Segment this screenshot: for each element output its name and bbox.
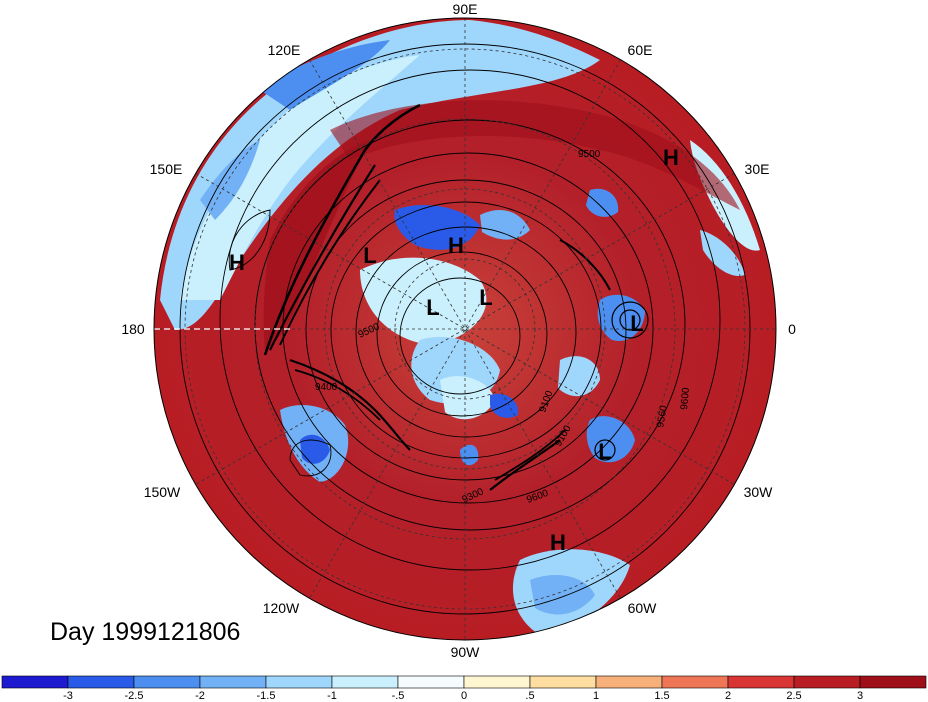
colorbar-tick-label: -.5: [392, 690, 405, 702]
colorbar-swatch: [793, 675, 861, 689]
high-marker: H: [550, 530, 566, 555]
contour-label: 9560: [655, 404, 670, 428]
colorbar-swatch: [133, 675, 201, 689]
pressure-markers: H L H L L L H L H L: [229, 145, 679, 555]
lon-label: 120W: [263, 600, 300, 616]
colorbar-swatch: [463, 675, 531, 689]
colorbar-swatch: [529, 675, 597, 689]
colorbar-swatch: [661, 675, 729, 689]
low-marker: L: [363, 243, 376, 268]
lon-label: 60E: [628, 42, 653, 58]
colorbar-swatch: [199, 675, 267, 689]
lon-label: 90E: [453, 1, 478, 17]
contour-label: 9400: [315, 382, 338, 393]
high-marker: H: [663, 145, 679, 170]
colorbar-swatch: [595, 675, 663, 689]
colorbar-tick-label: 0: [461, 690, 467, 702]
lon-label: 30E: [745, 161, 770, 177]
longitude-labels: 90E 60E 30E 0 30W 60W 90W 120W 150W 180 …: [121, 1, 796, 660]
height-contours: [179, 43, 751, 615]
lon-label: 30W: [744, 484, 774, 500]
colorbar-tick-label: 3: [857, 690, 863, 702]
lon-label: 120E: [268, 42, 301, 58]
low-marker: L: [426, 295, 439, 320]
lon-label: 60W: [628, 600, 658, 616]
high-marker: H: [448, 233, 464, 258]
contour-label: 9500: [578, 149, 601, 160]
colorbar-tick-label: -1: [327, 690, 337, 702]
colorbar-tick-label: -2.5: [125, 690, 144, 702]
colorbar-tick-label: 2.5: [786, 690, 801, 702]
lon-label: 150E: [150, 161, 183, 177]
low-marker: L: [598, 439, 611, 464]
high-marker: H: [229, 250, 245, 275]
colorbar-tick-label: 1: [593, 690, 599, 702]
colorbar-swatch: [331, 675, 399, 689]
low-marker: L: [479, 285, 492, 310]
lon-label: 0: [788, 321, 796, 337]
colorbar-tick-label: -1.5: [257, 690, 276, 702]
contour-label: 9600: [679, 387, 692, 411]
colorbar-swatch: [397, 675, 465, 689]
colorbar-swatch: [67, 675, 135, 689]
colorbar-tick-label: 1.5: [654, 690, 669, 702]
colorbar-swatch: [1, 675, 69, 689]
colorbar-swatch: [265, 675, 333, 689]
colorbar-tick-label: 2: [725, 690, 731, 702]
day-label: Day 1999121806: [50, 618, 241, 646]
colorbar-tick-label: -3: [63, 690, 73, 702]
lon-label: 150W: [144, 484, 181, 500]
colorbar-swatch: [859, 675, 927, 689]
low-marker: L: [630, 311, 643, 336]
colorbar: -3 -2.5 -2 -1.5 -1 -.5 0 .5 1 1.5 2 2.5 3: [1, 675, 927, 702]
colorbar-swatch: [727, 675, 795, 689]
map-border: [153, 17, 777, 641]
lon-label: 90W: [451, 644, 481, 660]
colorbar-tick-label: -2: [195, 690, 205, 702]
colorbar-tick-label: .5: [525, 690, 534, 702]
lon-label: 180: [121, 321, 145, 337]
